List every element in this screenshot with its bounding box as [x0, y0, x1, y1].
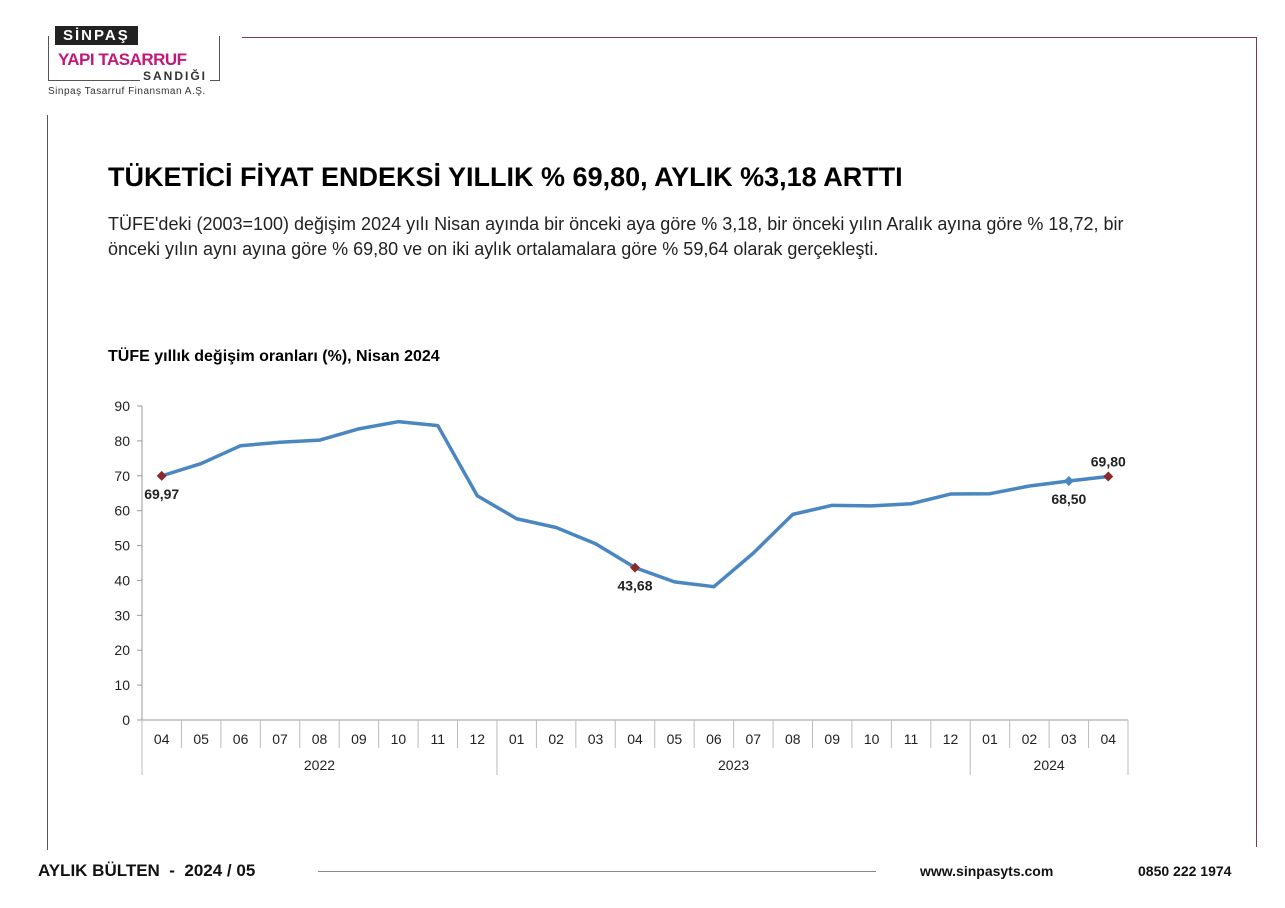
x-tick-label: 11 [904, 731, 919, 747]
year-label: 2023 [718, 757, 749, 773]
data-point [949, 492, 953, 496]
x-tick-label: 01 [982, 731, 998, 747]
data-point [751, 551, 755, 555]
x-tick-label: 02 [548, 731, 564, 747]
y-tick-label: 10 [114, 677, 130, 693]
data-point [672, 580, 676, 584]
x-tick-label: 01 [509, 731, 525, 747]
y-tick-label: 60 [114, 503, 130, 519]
x-tick-label: 12 [469, 731, 485, 747]
data-point [830, 503, 834, 507]
website-link[interactable]: www.sinpasyts.com [920, 863, 1054, 879]
data-label: 69,97 [144, 486, 179, 502]
page-title: TÜKETİCİ FİYAT ENDEKSİ YILLIK % 69,80, A… [108, 162, 903, 192]
data-point [239, 444, 243, 448]
data-point [870, 504, 874, 508]
logo-frame [48, 36, 220, 81]
data-point [199, 462, 203, 466]
footer-rule [318, 871, 876, 872]
x-tick-label: 11 [431, 731, 446, 747]
x-tick-label: 12 [943, 731, 959, 747]
x-tick-label: 08 [785, 731, 801, 747]
data-point [278, 440, 282, 444]
chart-title: TÜFE yıllık değişim oranları (%), Nisan … [108, 348, 440, 365]
data-label: 69,80 [1091, 453, 1126, 469]
x-tick-label: 02 [1022, 731, 1038, 747]
x-tick-label: 08 [312, 731, 328, 747]
right-rule [1256, 37, 1257, 847]
data-marker [630, 562, 640, 573]
y-tick-label: 40 [114, 572, 130, 588]
data-point [515, 517, 519, 521]
data-point [317, 438, 321, 442]
data-point [475, 494, 479, 498]
series-line [161, 419, 1109, 589]
x-tick-label: 07 [746, 731, 762, 747]
data-point [436, 424, 440, 428]
data-point [396, 420, 400, 424]
data-marker [1063, 476, 1074, 487]
data-point [712, 585, 716, 589]
x-tick-label: 05 [193, 731, 209, 747]
x-tick-label: 10 [864, 731, 880, 747]
data-label: 43,68 [617, 578, 652, 594]
x-tick-label: 03 [588, 731, 604, 747]
y-tick-label: 90 [114, 398, 130, 414]
logo-middle: YAPI TASARRUF [58, 50, 187, 69]
phone-number: 0850 222 1974 [1138, 863, 1232, 879]
x-tick-label: 03 [1061, 731, 1077, 747]
data-point [357, 427, 361, 431]
y-tick-label: 0 [122, 712, 130, 728]
body-text: TÜFE'deki (2003=100) değişim 2024 yılı N… [108, 214, 1124, 259]
data-marker [156, 470, 167, 481]
y-tick-label: 70 [114, 468, 130, 484]
data-point [909, 502, 913, 506]
data-point [988, 492, 992, 496]
left-rule [47, 115, 48, 850]
data-marker [1103, 471, 1114, 482]
data-point [1027, 484, 1031, 488]
y-tick-label: 80 [114, 433, 130, 449]
data-point [791, 512, 795, 516]
x-tick-label: 06 [706, 731, 722, 747]
x-tick-label: 05 [667, 731, 683, 747]
logo-top: SİNPAŞ [55, 26, 138, 45]
y-tick-label: 30 [114, 607, 130, 623]
bulletin-label: AYLIK BÜLTEN - 2024 / 05 [38, 861, 256, 880]
x-tick-label: 06 [233, 731, 249, 747]
top-rule [242, 37, 1257, 38]
logo-bottom: SANDIĞI [140, 69, 211, 83]
x-tick-label: 10 [391, 731, 407, 747]
x-tick-label: 04 [154, 731, 170, 747]
x-tick-label: 04 [627, 731, 643, 747]
x-tick-label: 04 [1100, 731, 1116, 747]
data-point [554, 525, 558, 529]
x-tick-label: 09 [824, 731, 840, 747]
x-tick-label: 09 [351, 731, 367, 747]
data-point [594, 542, 598, 546]
year-label: 2024 [1034, 757, 1065, 773]
year-label: 2022 [304, 757, 335, 773]
y-tick-label: 20 [114, 642, 130, 658]
logo-subtitle: Sinpaş Tasarruf Finansman A.Ş. [48, 86, 206, 97]
y-tick-label: 50 [114, 538, 130, 554]
x-tick-label: 07 [272, 731, 288, 747]
data-label: 68,50 [1051, 491, 1086, 507]
